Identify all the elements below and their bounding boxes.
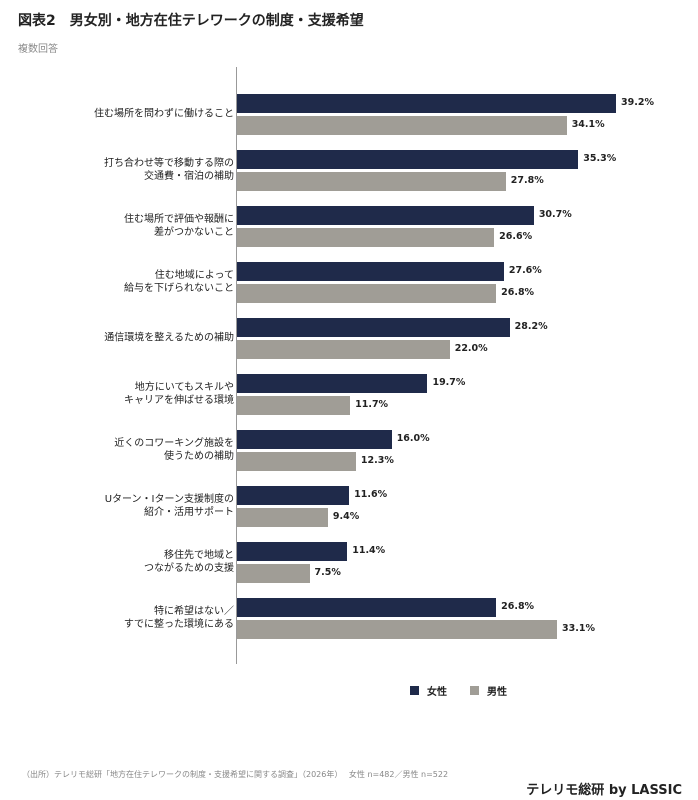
bar [237,262,504,281]
bar [237,452,356,471]
axis-line [236,67,237,664]
value-label: 30.7% [538,209,572,220]
bar [237,116,567,135]
category-label: 地方にいてもスキルや キャリアを伸ばせる環境 [124,382,234,406]
value-label: 27.8% [510,175,544,186]
bar [237,228,495,247]
bar [237,430,392,449]
value-label: 26.8% [501,287,535,298]
category-label: 通信環境を整えるための補助 [104,332,234,344]
category-label: 住む地域によって 給与を下げられないこと [124,270,234,294]
value-label: 27.6% [508,265,542,276]
source-note: （出所）テレリモ総研「地方在住テレワークの制度・支援希望に関する調査」（2026… [22,770,449,779]
value-label: 34.1% [571,119,605,130]
value-label: 11.7% [355,399,389,410]
bar [237,206,534,225]
value-label: 26.8% [501,601,535,612]
category-label: Uターン・Iターン支援制度の 紹介・活用サポート [104,494,234,518]
chart-subtitle: 複数回答 [18,44,58,55]
category-label: 移住先で地域と つながるための支援 [144,550,234,574]
value-label: 33.1% [562,623,595,634]
bar [237,284,497,303]
bar [237,374,428,393]
bar [237,620,558,639]
bar [237,564,310,583]
value-label: 22.0% [454,343,488,354]
value-label: 35.3% [583,153,617,164]
value-label: 28.2% [514,321,548,332]
legend-label: 男性 [487,687,507,698]
category-label: 住む場所を問わずに働けること [94,108,234,120]
value-label: 39.2% [621,97,654,108]
category-label: 特に希望はない／ すでに整った環境にある [123,606,234,630]
bar [237,598,497,617]
bar [237,150,579,169]
category-label: 打ち合わせ等で移動する際の 交通費・宿泊の補助 [104,158,234,182]
value-label: 12.3% [360,455,394,466]
value-label: 16.0% [396,433,430,444]
brand: テレリモ総研 by LASSIC [526,783,682,798]
bar [237,94,616,113]
value-label: 11.6% [354,489,388,500]
bar [237,318,510,337]
bar [237,340,450,359]
legend-swatch [470,686,479,695]
category-label: 近くのコワーキング施設を 使うための補助 [114,438,234,462]
value-label: 11.4% [352,545,386,556]
bar [237,172,506,191]
chart-title: 図表2 男女別・地方在住テレワークの制度・支援希望 [18,13,364,29]
value-label: 19.7% [432,377,466,388]
category-label: 住む場所で評価や報酬に 差がつかないこと [124,214,234,238]
bar [237,396,351,415]
legend-swatch [410,686,419,695]
bar [237,486,350,505]
value-label: 7.5% [314,567,341,578]
bar [237,542,348,561]
legend-label: 女性 [427,687,447,698]
value-label: 9.4% [332,511,360,522]
value-label: 26.6% [499,231,533,242]
bar [237,508,328,527]
